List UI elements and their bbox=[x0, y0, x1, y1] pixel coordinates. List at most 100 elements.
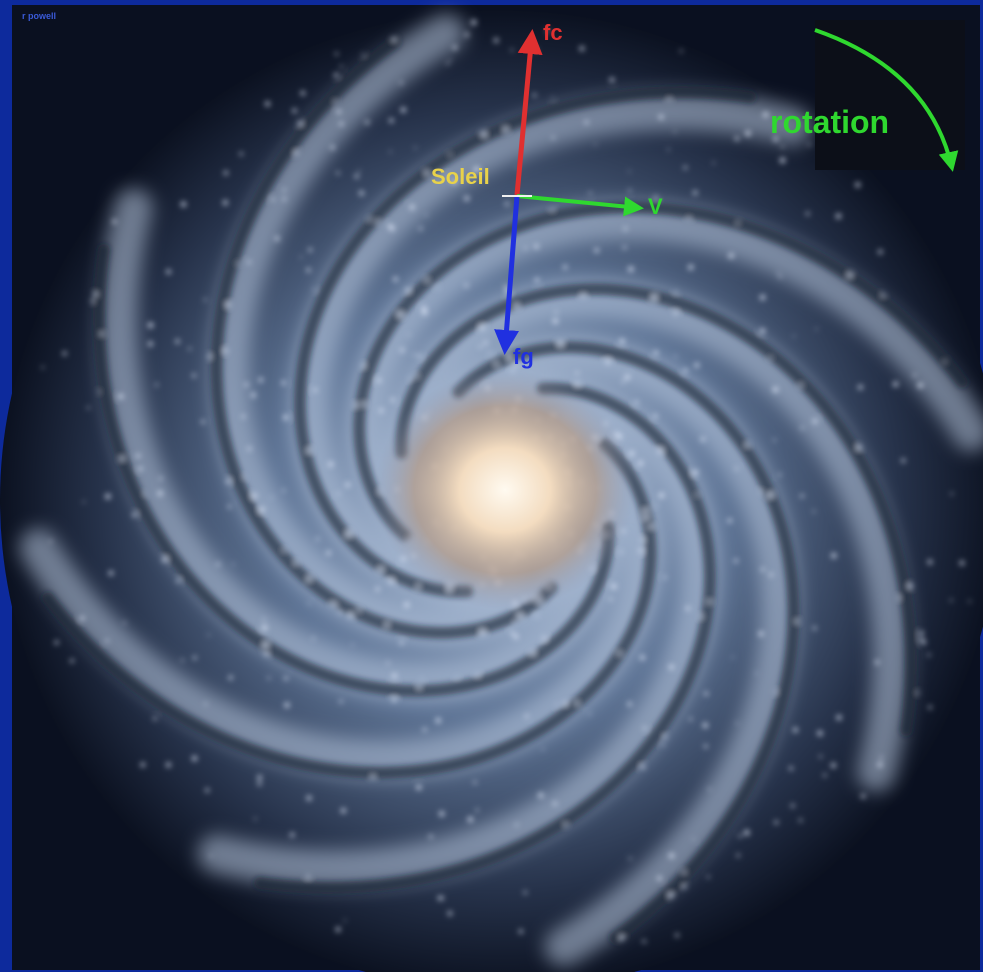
star bbox=[968, 600, 971, 603]
star bbox=[619, 338, 625, 345]
dust-lanes bbox=[41, 19, 971, 944]
star bbox=[388, 578, 394, 584]
star bbox=[391, 697, 397, 703]
star bbox=[306, 875, 311, 879]
star bbox=[243, 476, 246, 479]
star bbox=[404, 602, 410, 608]
star bbox=[504, 284, 509, 289]
star bbox=[738, 834, 742, 838]
star bbox=[800, 494, 804, 498]
star bbox=[488, 351, 491, 354]
star bbox=[780, 145, 784, 149]
star bbox=[54, 640, 59, 645]
star bbox=[464, 195, 470, 202]
v-arrow bbox=[516, 194, 644, 217]
star bbox=[778, 275, 782, 279]
star bbox=[514, 303, 519, 308]
star bbox=[605, 358, 611, 365]
star bbox=[668, 892, 674, 899]
star bbox=[479, 629, 486, 636]
star bbox=[236, 262, 239, 265]
star bbox=[399, 640, 404, 645]
star bbox=[358, 169, 361, 173]
star bbox=[762, 111, 769, 118]
star bbox=[336, 109, 342, 115]
star bbox=[292, 108, 297, 114]
star bbox=[207, 354, 211, 359]
star bbox=[812, 510, 816, 513]
star bbox=[588, 712, 591, 716]
star bbox=[241, 414, 246, 419]
star bbox=[79, 615, 85, 621]
star bbox=[788, 766, 794, 771]
star bbox=[232, 562, 235, 566]
star bbox=[417, 685, 421, 690]
star bbox=[584, 120, 589, 125]
star bbox=[830, 762, 837, 769]
star bbox=[641, 940, 644, 943]
star bbox=[476, 673, 480, 677]
star bbox=[619, 935, 625, 941]
dust-lane bbox=[42, 438, 657, 779]
star bbox=[348, 612, 354, 618]
star bbox=[610, 583, 617, 590]
star bbox=[609, 77, 615, 83]
star bbox=[823, 773, 827, 777]
star bbox=[339, 699, 343, 704]
star bbox=[271, 197, 275, 202]
star bbox=[297, 120, 303, 126]
star bbox=[207, 633, 210, 637]
star bbox=[300, 90, 306, 96]
star bbox=[335, 926, 341, 932]
star bbox=[475, 808, 479, 812]
star bbox=[386, 661, 390, 665]
star bbox=[135, 453, 141, 459]
star bbox=[119, 456, 125, 461]
star bbox=[835, 213, 842, 219]
star bbox=[653, 350, 659, 356]
star bbox=[537, 792, 544, 799]
star bbox=[227, 504, 232, 509]
star bbox=[637, 460, 644, 466]
star bbox=[436, 287, 440, 290]
sun-label: Soleil bbox=[431, 164, 490, 189]
star bbox=[917, 382, 924, 389]
star bbox=[176, 578, 181, 583]
star bbox=[627, 701, 632, 707]
star bbox=[949, 599, 953, 602]
star bbox=[687, 264, 694, 271]
star bbox=[513, 633, 519, 640]
star bbox=[743, 829, 750, 836]
star bbox=[375, 219, 379, 223]
star bbox=[815, 327, 818, 330]
star bbox=[736, 853, 740, 858]
star bbox=[643, 508, 648, 513]
star bbox=[769, 356, 772, 359]
star bbox=[919, 637, 923, 642]
star bbox=[778, 473, 782, 477]
star bbox=[283, 414, 289, 421]
star bbox=[389, 225, 395, 232]
star bbox=[624, 374, 631, 381]
star bbox=[375, 586, 380, 592]
star bbox=[399, 347, 405, 353]
star bbox=[524, 714, 529, 719]
fg-arrow bbox=[494, 195, 520, 355]
star bbox=[299, 256, 302, 259]
star bbox=[702, 722, 709, 729]
star bbox=[414, 146, 417, 149]
star bbox=[674, 290, 678, 294]
star bbox=[464, 283, 469, 288]
star bbox=[623, 227, 628, 231]
star bbox=[354, 174, 359, 179]
star bbox=[281, 380, 286, 386]
v-label: V bbox=[648, 194, 663, 219]
star bbox=[581, 293, 586, 298]
star bbox=[734, 467, 738, 471]
star bbox=[619, 550, 623, 554]
star bbox=[345, 530, 352, 537]
star bbox=[542, 636, 547, 641]
star bbox=[546, 29, 550, 34]
star bbox=[639, 654, 646, 661]
spiral-arm bbox=[347, 201, 983, 572]
